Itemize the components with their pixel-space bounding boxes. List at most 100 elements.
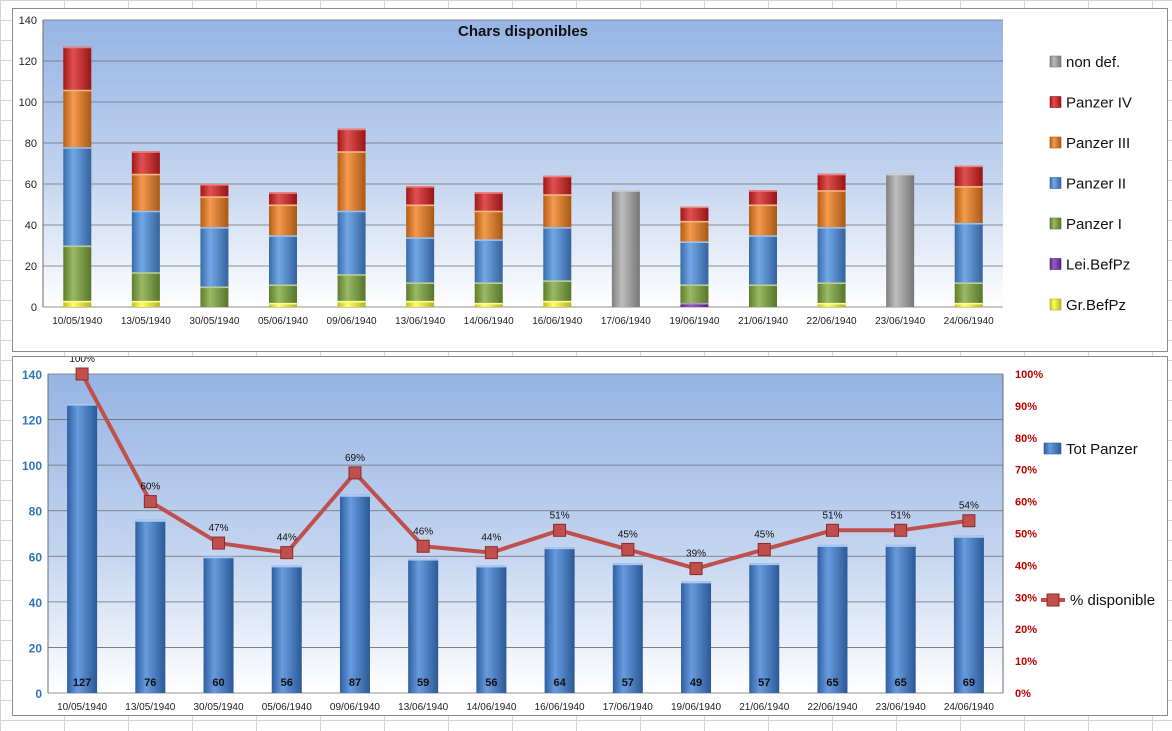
total-bar-cap: [408, 558, 439, 561]
bar-segment-cap: [269, 284, 297, 287]
bar-segment: [543, 175, 572, 195]
bar-value-label: 69: [963, 677, 975, 689]
y-tick-label-2: 140: [22, 368, 42, 382]
y2-tick-label: 40%: [1015, 560, 1037, 572]
bar-segment-cap: [200, 184, 229, 186]
x-tick-label-1: 17/06/1940: [601, 316, 651, 327]
bar-segment-cap: [817, 282, 846, 284]
bar-segment: [131, 210, 160, 273]
total-bar-cap: [612, 563, 643, 566]
bar-segment-cap: [406, 237, 435, 239]
bar-segment: [886, 173, 915, 307]
y-tick-label-2: 80: [29, 505, 43, 519]
bar-segment-cap: [406, 204, 435, 207]
bar-segment-cap: [269, 204, 297, 207]
bar-segment: [749, 235, 777, 285]
bar-segment: [200, 286, 229, 307]
bar-segment: [543, 300, 572, 307]
percent-label: 44%: [277, 533, 297, 544]
total-bar: [749, 563, 780, 693]
bar-segment-cap: [817, 190, 846, 192]
bar-segment-cap: [954, 186, 983, 188]
bar-segment-cap: [131, 151, 160, 153]
bar-segment: [337, 210, 366, 275]
bar-value-label: 65: [895, 677, 907, 689]
bar-segment: [337, 128, 366, 152]
percent-marker: [962, 514, 976, 528]
total-bar-cap: [544, 547, 575, 550]
bar-value-label: 57: [622, 677, 634, 689]
y2-tick-label: 90%: [1015, 401, 1037, 413]
legend-swatch: [1049, 136, 1062, 149]
x-tick-label-1: 24/06/1940: [944, 316, 994, 327]
y-tick-label-2: 40: [29, 596, 43, 610]
y-tick-label-1: 120: [19, 56, 37, 68]
percent-marker: [280, 546, 294, 560]
bar-segment: [543, 227, 572, 281]
legend-label: Panzer IV: [1066, 95, 1132, 112]
legend-label-bars: Tot Panzer: [1066, 441, 1138, 458]
bar-segment: [131, 151, 160, 174]
y-tick-label-1: 20: [25, 261, 37, 273]
x-tick-label-2: 17/06/1940: [603, 702, 653, 713]
bar-segment-cap: [749, 284, 777, 287]
bar-segment-cap: [954, 222, 983, 225]
percent-marker: [757, 542, 771, 556]
x-tick-label-1: 14/06/1940: [464, 316, 514, 327]
total-bar: [544, 547, 575, 693]
bar-segment: [63, 46, 92, 90]
bar-segment: [817, 190, 846, 228]
bar-segment: [749, 190, 777, 205]
total-bar: [817, 544, 848, 693]
bar-segment-cap: [543, 175, 572, 178]
x-tick-label-2: 16/06/1940: [535, 702, 585, 713]
bar-segment-cap: [63, 46, 92, 49]
bar-segment: [543, 280, 572, 301]
x-tick-label-2: 22/06/1940: [807, 702, 857, 713]
x-tick-label-2: 13/05/1940: [125, 702, 175, 713]
total-bar-cap: [203, 556, 234, 559]
total-bar: [203, 556, 234, 693]
bar-segment: [269, 192, 297, 205]
bar-segment: [63, 89, 92, 148]
total-bar: [339, 494, 370, 693]
bar-value-label: 76: [144, 677, 156, 689]
bar-segment: [954, 302, 983, 307]
x-tick-label-2: 24/06/1940: [944, 702, 994, 713]
y-tick-label-1: 100: [19, 97, 37, 109]
x-tick-label-1: 21/06/1940: [738, 316, 788, 327]
bar-segment: [337, 151, 366, 211]
percent-marker: [894, 523, 908, 537]
x-tick-label-2: 14/06/1940: [466, 702, 516, 713]
bar-segment-cap: [63, 245, 92, 248]
bar-segment-cap: [817, 302, 846, 305]
bar-segment: [611, 190, 640, 307]
x-tick-label-2: 05/06/1940: [262, 702, 312, 713]
bar-segment: [131, 272, 160, 301]
bar-segment-cap: [954, 165, 983, 168]
legend-swatch: [1049, 258, 1062, 270]
percent-marker: [143, 495, 157, 509]
bar-segment-cap: [200, 227, 229, 229]
legend-line-marker: [1046, 593, 1060, 607]
bar-segment: [131, 300, 160, 307]
bar-segment: [749, 204, 777, 236]
bar-value-label: 56: [485, 677, 497, 689]
legend-label-line: % disponible: [1070, 592, 1155, 609]
total-bar: [612, 563, 643, 693]
bar-segment: [63, 300, 92, 307]
bar-segment-cap: [611, 190, 640, 192]
bar-segment: [680, 241, 709, 285]
y-tick-label-1: 0: [31, 302, 37, 314]
legend-label: Gr.BefPz: [1066, 297, 1126, 314]
bar-segment: [200, 196, 229, 228]
bar-segment: [406, 300, 435, 307]
bar-segment: [474, 192, 503, 211]
bar-value-label: 56: [281, 677, 293, 689]
bar-segment-cap: [337, 274, 366, 276]
bar-segment: [954, 186, 983, 223]
bar-segment-cap: [337, 300, 366, 303]
bar-segment: [680, 284, 709, 303]
y2-tick-label: 100%: [1015, 369, 1043, 381]
bar-segment: [406, 237, 435, 283]
